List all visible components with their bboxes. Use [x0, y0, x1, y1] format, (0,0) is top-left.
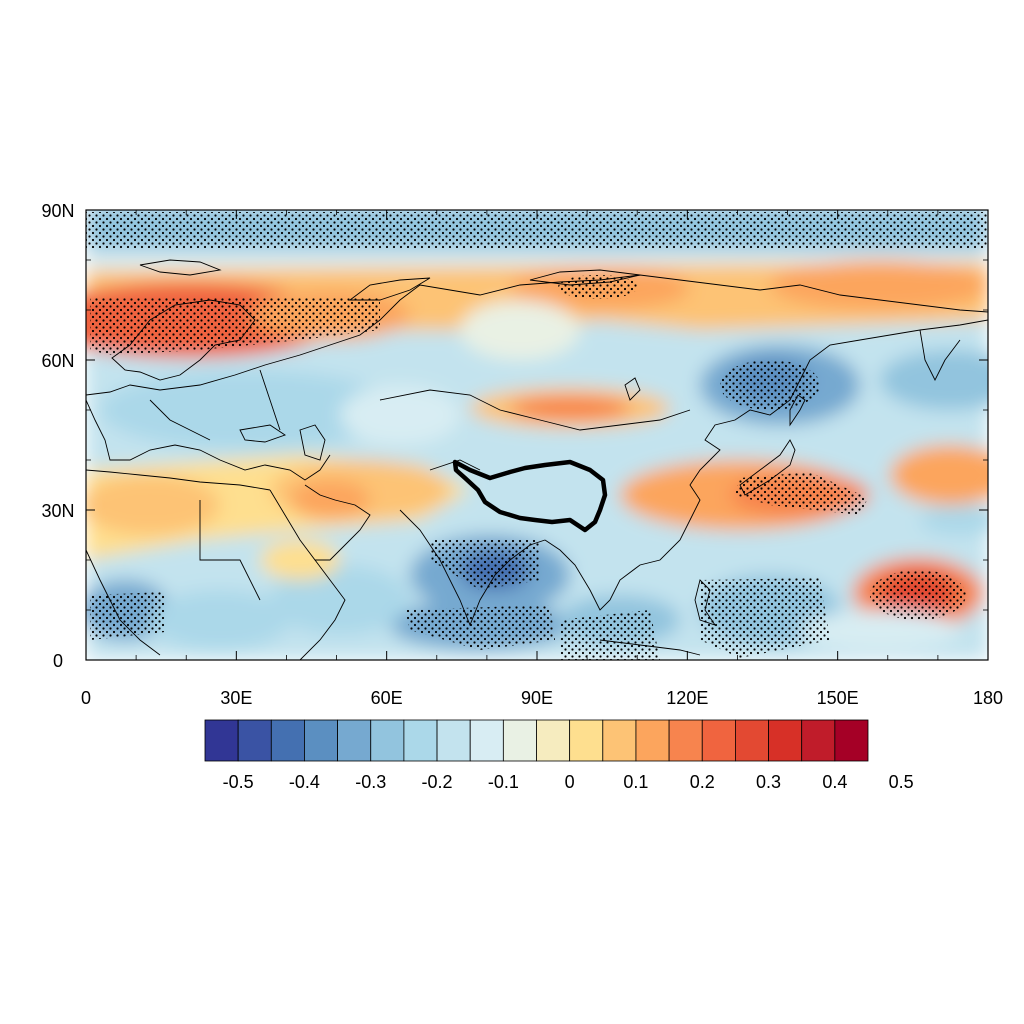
y-tick-label: 90N [41, 201, 74, 221]
colorbar-swatch [502, 719, 537, 762]
colorbar-label: 0 [565, 772, 575, 792]
colorbar-swatch [735, 719, 769, 762]
colorbar-label: -0.4 [289, 772, 320, 792]
colorbar: -0.5 -0.4 -0.3 -0.2 -0.1 0 0.1 0.2 0.3 0.4 0.5 [204, 719, 914, 792]
x-tick-label: 120E [666, 688, 708, 708]
x-axis: 0 30E 60E 90E 120E 150E 180 [81, 210, 1003, 708]
colorbar-swatch [801, 719, 836, 762]
x-tick-label: 30E [220, 688, 252, 708]
colorbar-swatch [370, 719, 405, 762]
y-axis: 0 30N 60N 90N [41, 201, 988, 671]
x-tick-label: 0 [81, 688, 91, 708]
y-tick-label: 60N [41, 351, 74, 371]
colorbar-label: 0.4 [822, 772, 847, 792]
plateau-outline [452, 459, 608, 533]
x-tick-label: 90E [521, 688, 553, 708]
colorbar-swatch [602, 719, 637, 762]
colorbar-label: 0.1 [623, 772, 648, 792]
colorbar-swatch [337, 719, 372, 762]
colorbar-swatch [668, 719, 703, 762]
colorbar-swatch [237, 719, 272, 762]
colorbar-swatch [834, 719, 869, 762]
colorbar-swatch [403, 719, 438, 762]
colorbar-label: -0.2 [422, 772, 453, 792]
colorbar-label: 0.3 [756, 772, 781, 792]
coastlines [86, 259, 988, 660]
x-tick-label: 60E [371, 688, 403, 708]
colorbar-swatch [569, 719, 604, 762]
colorbar-label: 0.2 [690, 772, 715, 792]
colorbar-swatch [536, 719, 571, 762]
colorbar-label: 0.5 [889, 772, 914, 792]
colorbar-swatch [436, 719, 471, 762]
colorbar-swatch [304, 719, 339, 762]
x-tick-label: 150E [817, 688, 859, 708]
colorbar-swatch [270, 719, 305, 762]
colorbar-label: -0.5 [223, 772, 254, 792]
colorbar-label: -0.1 [488, 772, 519, 792]
colorbar-swatch [768, 719, 803, 762]
y-tick-label: 30N [41, 501, 74, 521]
map-plot-area [86, 210, 988, 660]
colorbar-swatch [635, 719, 670, 762]
colorbar-swatch [469, 719, 504, 762]
x-tick-label: 180 [973, 688, 1003, 708]
colorbar-swatch [701, 719, 736, 762]
colorbar-swatch [204, 719, 239, 762]
y-tick-label: 0 [53, 651, 63, 671]
colorbar-label: -0.3 [355, 772, 386, 792]
